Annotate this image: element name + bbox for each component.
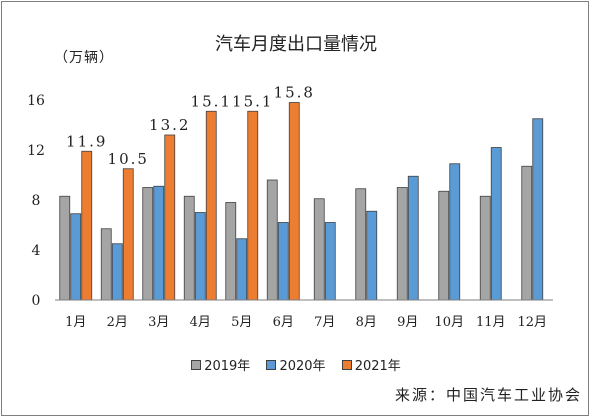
x-tick-label: 8月 [356, 315, 377, 330]
bar-2020年-3月 [153, 185, 165, 301]
data-label: 15.1 [191, 92, 232, 110]
legend-item-2021: 2021年 [341, 355, 401, 374]
bar-2021年-3月 [164, 134, 176, 301]
x-tick-label: 6月 [273, 315, 294, 330]
bar-2020年-11月 [490, 147, 502, 301]
x-tick-label: 4月 [190, 315, 211, 330]
y-tick-label: 12 [27, 143, 45, 159]
bar-2019年-2月 [100, 228, 112, 301]
legend-swatch-2020 [266, 359, 277, 370]
bar-2020年-8月 [366, 210, 378, 301]
data-label: 10.5 [108, 150, 149, 168]
y-tick-label: 4 [32, 243, 41, 259]
bar-2020年-12月 [532, 118, 544, 301]
bar-2020年-5月 [236, 238, 248, 301]
bar-2021年-1月 [81, 150, 93, 301]
bar-2020年-10月 [449, 163, 461, 301]
x-tick-label: 10月 [434, 315, 464, 330]
data-label: 15.1 [232, 92, 273, 110]
chart-title: 汽车月度出口量情况 [215, 34, 377, 55]
bar-2019年-5月 [225, 202, 237, 301]
x-tick-label: 12月 [517, 315, 547, 330]
legend-label-2020: 2020年 [279, 359, 326, 374]
bar-2021年-2月 [122, 168, 134, 301]
data-label: 13.2 [149, 116, 190, 134]
legend-label-2019: 2019年 [204, 359, 251, 374]
bar-2019年-3月 [142, 187, 154, 301]
bar-2020年-1月 [70, 213, 82, 301]
bar-2019年-9月 [396, 187, 408, 301]
bar-2019年-7月 [313, 198, 325, 301]
data-label: 15.8 [274, 84, 315, 102]
x-tick-label: 9月 [397, 315, 418, 330]
legend-item-2019: 2019年 [191, 355, 250, 374]
source-note: 来源：中国汽车工业协会 [394, 386, 582, 404]
bar-2020年-4月 [194, 212, 206, 301]
bar-2019年-10月 [438, 190, 450, 301]
x-tick-label: 11月 [476, 315, 506, 330]
legend: 2019年 2020年 2021年 [0, 355, 592, 374]
bar-2020年-7月 [324, 222, 336, 301]
x-tick-label: 2月 [107, 315, 128, 330]
x-tick-label: 7月 [314, 315, 335, 330]
legend-label-2021: 2021年 [354, 359, 401, 374]
x-tick-label: 5月 [231, 315, 252, 330]
legend-item-2020: 2020年 [266, 355, 326, 374]
bar-2020年-2月 [111, 243, 123, 301]
bar-2019年-6月 [266, 179, 278, 301]
y-tick-label: 0 [32, 293, 41, 309]
y-tick-label: 16 [27, 93, 45, 109]
y-tick-label: 8 [32, 193, 41, 209]
bar-2021年-6月 [288, 102, 300, 301]
unit-label: （万辆） [54, 50, 114, 66]
bar-2021年-5月 [247, 110, 259, 301]
bar-2021年-4月 [205, 110, 217, 301]
bar-2020年-9月 [407, 175, 419, 301]
bar-2019年-11月 [479, 195, 491, 301]
legend-swatch-2019 [191, 359, 202, 370]
x-tick-label: 1月 [65, 315, 86, 330]
bar-2019年-8月 [355, 188, 367, 301]
bar-2019年-12月 [521, 165, 533, 301]
bar-2019年-1月 [59, 195, 71, 301]
legend-swatch-2021 [341, 359, 352, 370]
bar-2019年-4月 [183, 195, 195, 301]
x-tick-label: 3月 [148, 315, 169, 330]
bar-2020年-6月 [277, 222, 289, 301]
data-label: 11.9 [66, 132, 107, 150]
